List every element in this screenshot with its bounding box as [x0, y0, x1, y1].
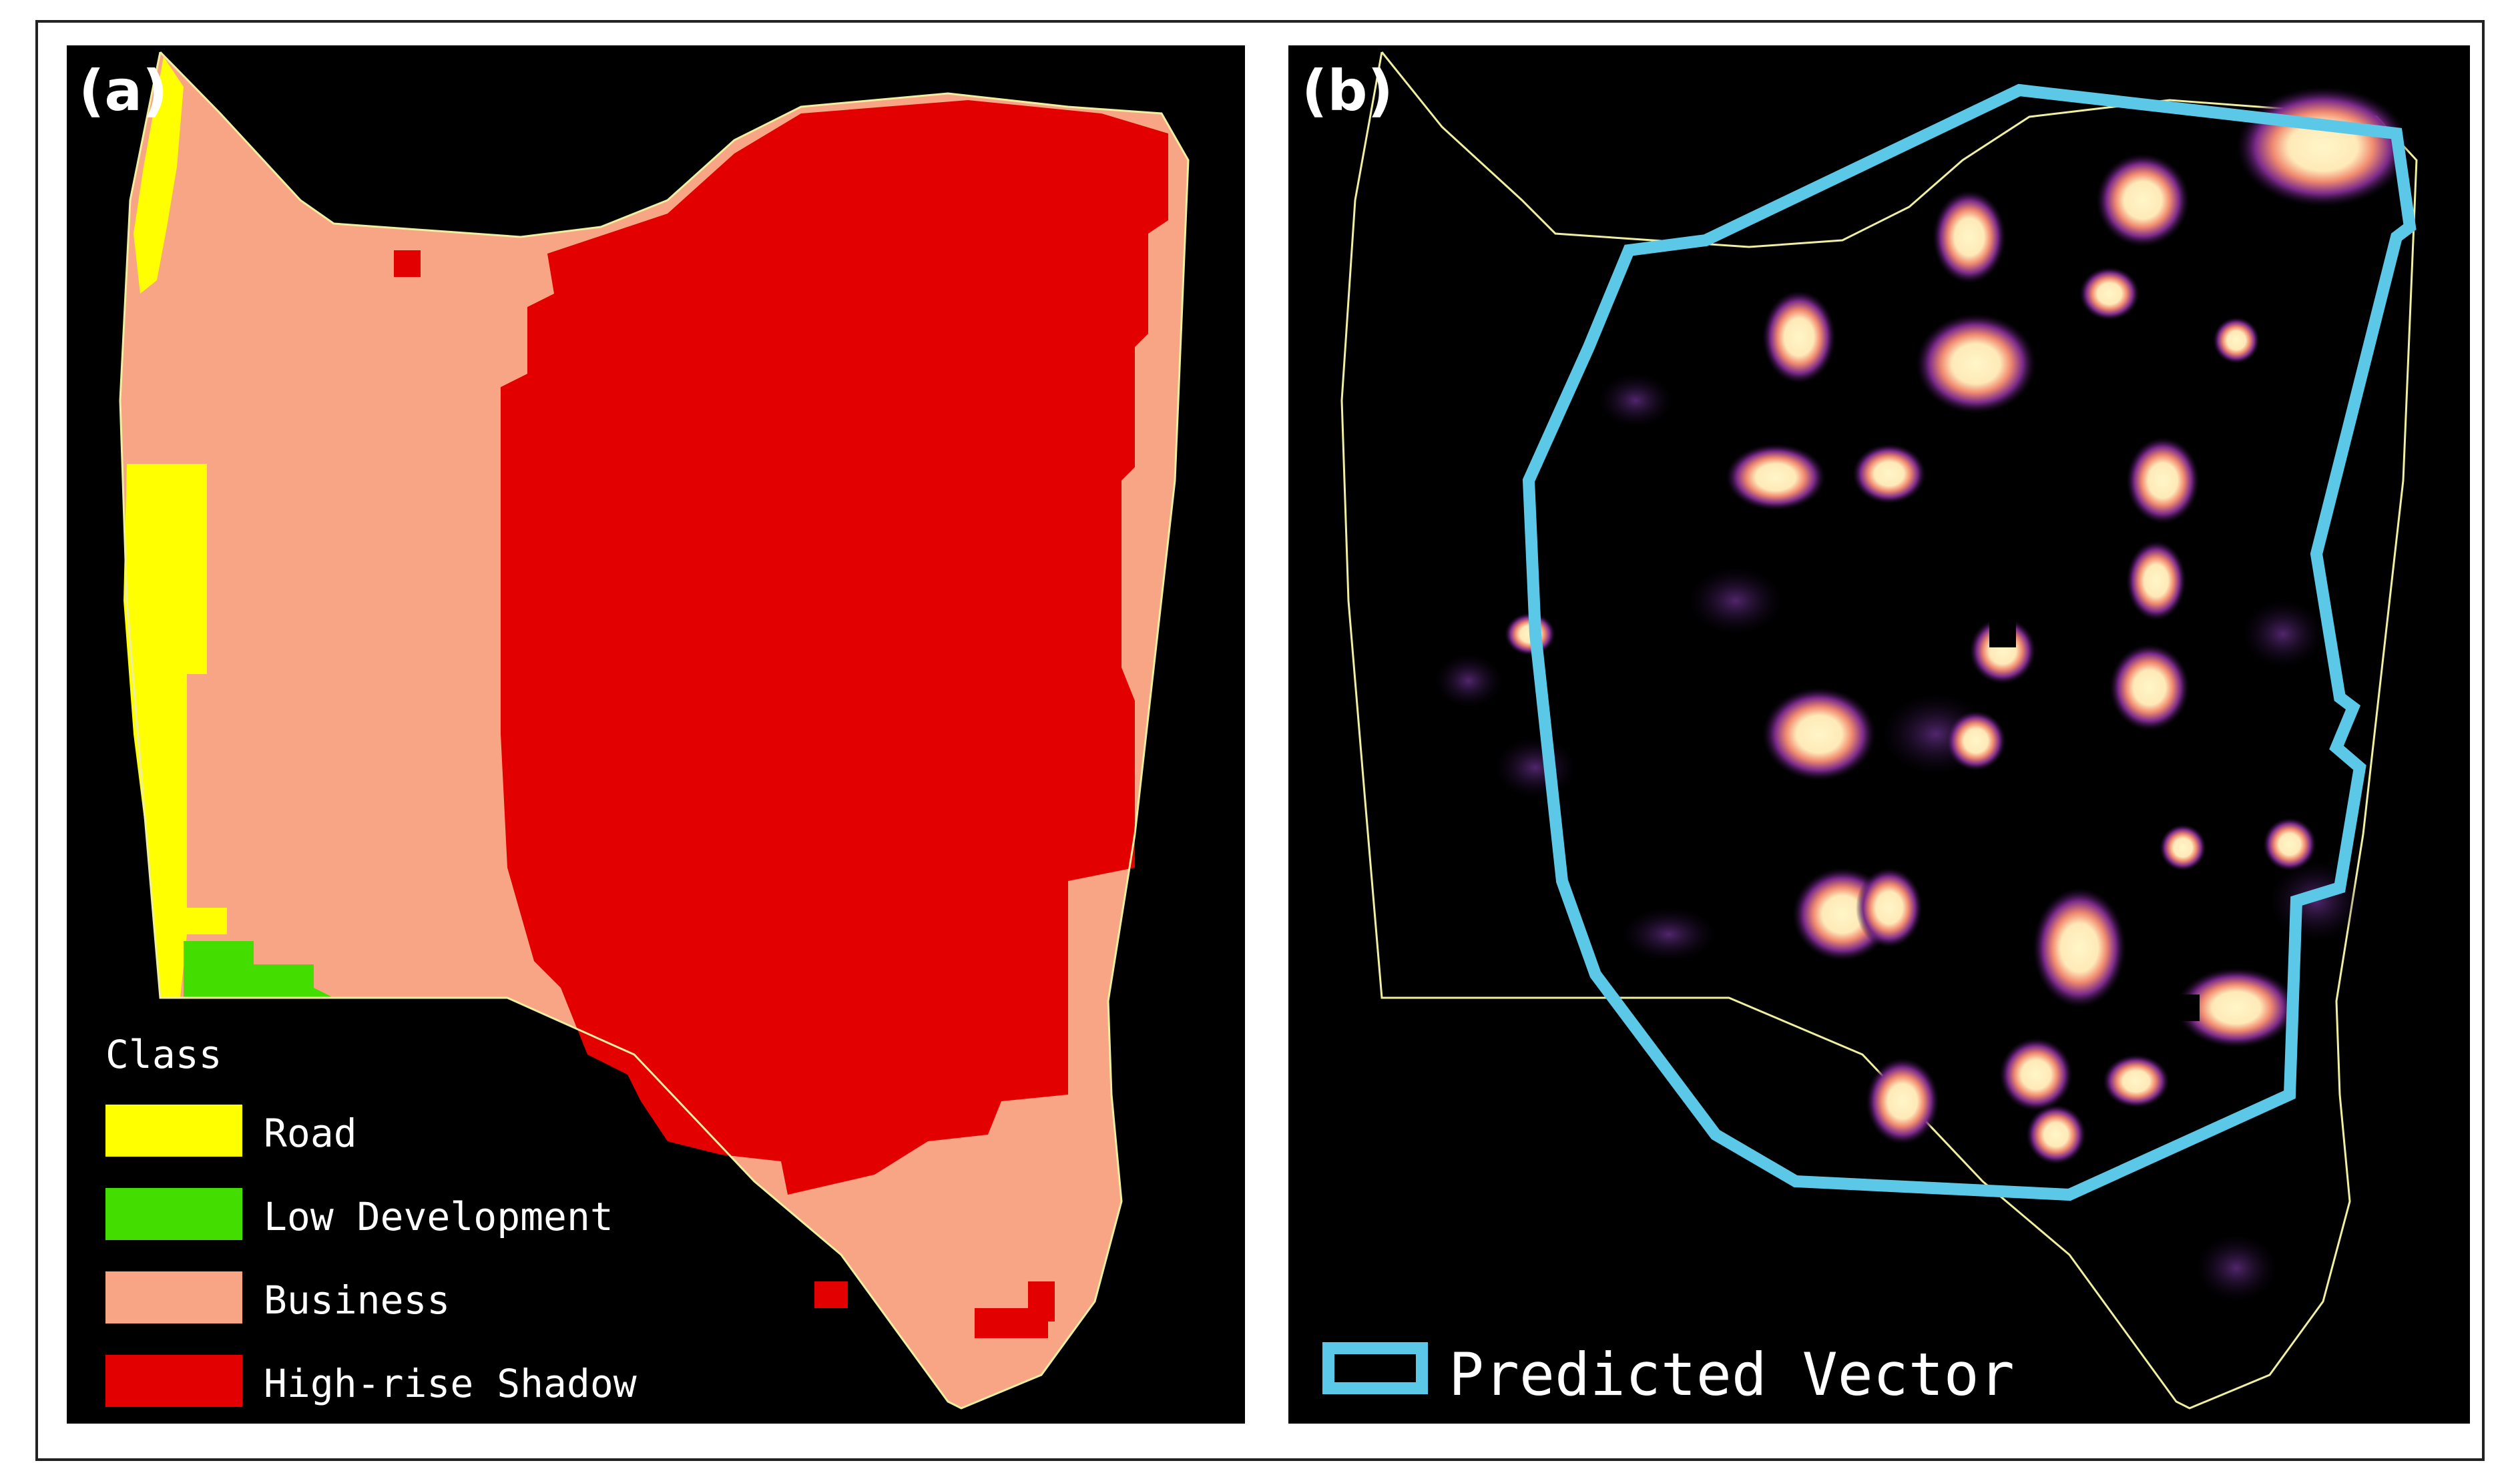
road-region — [134, 57, 184, 294]
mask-cell — [1989, 594, 2016, 647]
panel-b: (b) Predicted Vector — [1288, 45, 2470, 1424]
legend-a: Class Road Low Development Business High… — [105, 1032, 637, 1407]
legend-swatch-shadow — [105, 1355, 242, 1407]
legend-item-shadow: High-rise Shadow — [264, 1361, 637, 1406]
shadow-patch — [394, 250, 421, 277]
panel-b-label: (b) — [1302, 58, 1393, 123]
panel-b-background — [1288, 45, 2470, 1424]
panel-a: (a) Class Road Low Development Business … — [67, 45, 1245, 1424]
mask-cell — [1886, 808, 1909, 831]
legend-swatch-predicted-vector — [1322, 1342, 1428, 1394]
district-outline-b — [1340, 51, 2418, 1410]
shadow-patch — [1028, 1281, 1055, 1321]
legend-item-road: Road — [264, 1111, 357, 1156]
predicted-vector — [1522, 83, 2417, 1201]
legend-b: Predicted Vector — [1322, 1340, 2015, 1409]
legend-item-business: Business — [264, 1277, 450, 1323]
shadow-patch — [814, 1281, 848, 1308]
shadow-region — [501, 100, 1168, 1195]
legend-item-predicted-vector: Predicted Vector — [1449, 1340, 2015, 1409]
district-outline — [119, 51, 1190, 1410]
legend-swatch-lowdev — [105, 1188, 242, 1240]
road-region — [123, 464, 227, 998]
legend-swatch-road — [105, 1105, 242, 1157]
legend-item-lowdev: Low Development — [264, 1194, 613, 1239]
legend-swatch-business — [105, 1271, 242, 1323]
lowdev-region — [184, 941, 334, 998]
legend-title: Class — [105, 1032, 222, 1077]
mask-cell — [2173, 994, 2200, 1021]
panel-a-label: (a) — [79, 58, 168, 123]
